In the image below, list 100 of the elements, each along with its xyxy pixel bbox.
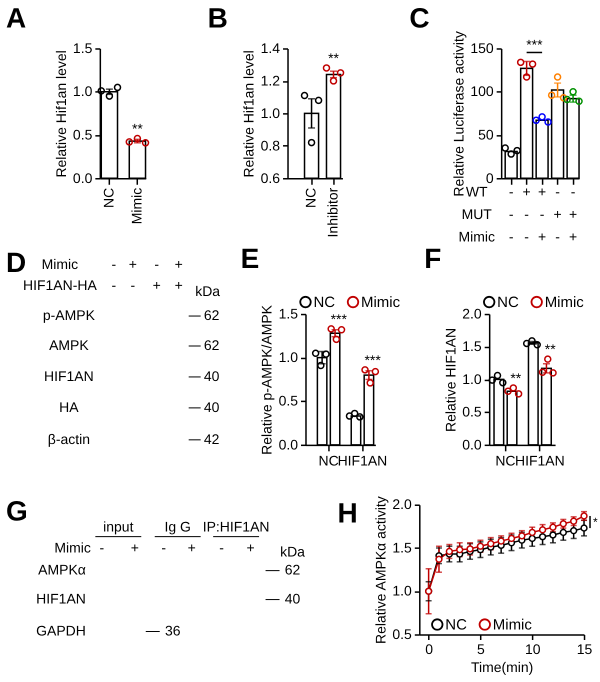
y-axis-title: Relative Hif1an level xyxy=(240,50,257,178)
chart-title: C xyxy=(409,2,430,34)
chart-title: A xyxy=(6,2,26,34)
y-tick-label: 100 xyxy=(470,83,494,100)
category-label: 42 xyxy=(204,430,220,447)
y-axis-title: Relative Hif1an level xyxy=(52,50,69,178)
x-tick-label: 10 xyxy=(524,640,541,657)
y-axis-title: Relative AMPKα activity xyxy=(372,496,388,644)
x-tick-label: Inhibitor xyxy=(324,187,341,238)
x-tick-label: 5 xyxy=(477,640,486,657)
legend-label: Mimic xyxy=(544,294,584,312)
y-tick-label: 1.5 xyxy=(278,306,298,322)
y-tick-label: 1.0 xyxy=(260,104,280,121)
y-tick-label: 1.0 xyxy=(278,349,298,366)
y-tick-label: 0.0 xyxy=(278,436,298,452)
chart-title: E xyxy=(240,243,260,274)
annotation: ** xyxy=(328,50,340,66)
category-label: 40 xyxy=(204,368,220,384)
category-label: 62 xyxy=(204,307,220,324)
series-label: NC xyxy=(497,294,519,312)
text: IP:HIF1AN xyxy=(202,518,270,535)
chart-title: H xyxy=(337,498,358,529)
y-tick-label: 0.5 xyxy=(278,392,298,409)
x-tick-label: 15 xyxy=(576,640,593,657)
text: input xyxy=(103,518,134,535)
text: kDa xyxy=(280,544,306,560)
category-label: + xyxy=(188,540,196,556)
y-tick-label: 1.4 xyxy=(260,40,280,56)
category-label: p-AMPK xyxy=(42,307,95,324)
annotation: ** xyxy=(510,370,522,386)
y-tick-label: 1.0 xyxy=(72,83,93,100)
y-tick-label: 0.0 xyxy=(462,436,482,452)
text: Ig G xyxy=(164,518,191,535)
x-tick-label: - + - xyxy=(554,184,562,245)
x-tick-label: NC xyxy=(318,452,339,468)
x-tick-label: Mimic xyxy=(128,188,144,224)
chart-title: B xyxy=(208,2,228,34)
text: kDa xyxy=(195,283,220,300)
y-tick-label: 1.2 xyxy=(260,72,280,88)
category-label: HA xyxy=(59,398,79,415)
legend-label: Mimic xyxy=(361,294,401,312)
y-tick-label: 50 xyxy=(478,126,494,142)
legend-label: Mimic xyxy=(492,616,532,634)
category-label: β-actin xyxy=(48,430,90,447)
x-tick-label: NC xyxy=(100,188,116,208)
annotation: *** xyxy=(330,310,348,327)
y-tick-label: 1.5 xyxy=(392,539,412,556)
category-label: HIF1AN xyxy=(36,590,86,607)
category-label: - - xyxy=(111,256,116,294)
x-axis-title: Time(min) xyxy=(470,658,534,675)
x-tick-label: + - + xyxy=(538,184,546,245)
y-tick-label: 0.8 xyxy=(260,137,280,154)
x-tick-label: - + + xyxy=(568,184,578,245)
chart-title: F xyxy=(424,243,442,274)
y-tick-label: 150 xyxy=(470,40,494,56)
x-tick-label: HIF1AN xyxy=(338,452,388,468)
y-axis-title: Relative Luciferase activity xyxy=(450,31,466,197)
category-label: - + xyxy=(152,256,161,294)
y-axis-title: Relative HIF1AN xyxy=(442,328,458,432)
y-tick-label: 2.0 xyxy=(462,306,482,322)
category-label: GAPDH xyxy=(36,622,86,639)
legend-label: NC xyxy=(313,294,336,312)
category-label: - xyxy=(219,540,224,556)
y-tick-label: 0.0 xyxy=(72,170,93,186)
category-label: - xyxy=(100,540,104,556)
annotation: ** xyxy=(132,120,144,136)
y-tick-label: 0.5 xyxy=(462,404,482,420)
category-label: + xyxy=(246,540,255,556)
x-tick-label: - - - xyxy=(508,184,514,245)
y-tick-label: 0.5 xyxy=(72,126,93,142)
text: D xyxy=(6,247,26,278)
category-label: HIF1AN xyxy=(44,368,94,384)
text: G xyxy=(6,496,28,527)
annotation: ** xyxy=(544,341,556,358)
y-tick-label: 1.5 xyxy=(462,338,482,354)
y-tick-label: 0.6 xyxy=(260,170,280,186)
x-tick-label: NC xyxy=(495,452,516,468)
category-label: 40 xyxy=(284,590,300,607)
y-tick-label: 2.0 xyxy=(392,496,412,512)
y-tick-label: 0.5 xyxy=(392,626,412,642)
y-tick-label: 0 xyxy=(486,170,494,186)
y-tick-label: 1.5 xyxy=(72,40,93,56)
legend-label: NC xyxy=(445,616,468,634)
annotation: *** xyxy=(364,352,382,368)
category-label: + xyxy=(130,540,139,556)
annotation: *** xyxy=(526,36,544,52)
x-tick-label: HIF1AN xyxy=(515,452,565,468)
x-tick-label: NC xyxy=(302,188,319,208)
y-axis-title: Relative p-AMPK/AMPK xyxy=(258,304,275,455)
y-tick-label: 1.0 xyxy=(462,370,482,387)
category-label: AMPK xyxy=(49,336,89,353)
category-label: + - xyxy=(128,256,137,294)
y-tick-label: 1.0 xyxy=(392,582,412,599)
category-label: 62 xyxy=(204,336,220,353)
category-label: 36 xyxy=(164,622,180,639)
x-tick-label: + - - xyxy=(522,184,531,245)
text: Mimic xyxy=(54,540,91,556)
category-label: AMPKα xyxy=(38,562,86,578)
category-label: 40 xyxy=(204,398,220,415)
category-label: - xyxy=(161,540,166,556)
